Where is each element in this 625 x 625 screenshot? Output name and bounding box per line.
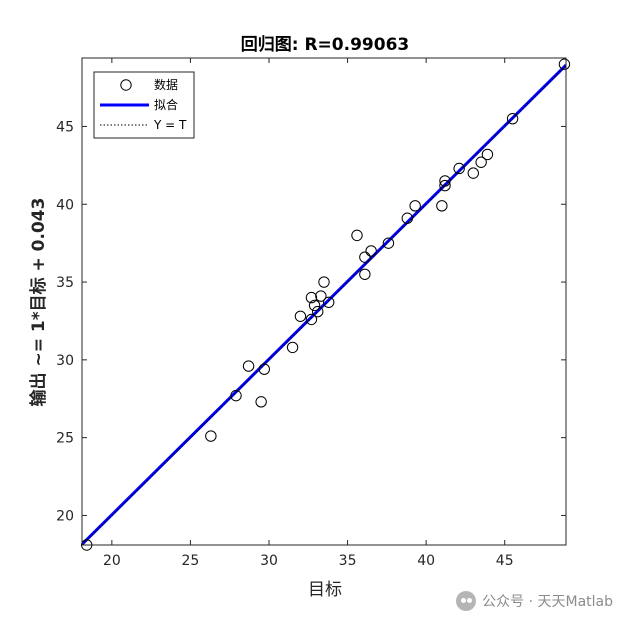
axes-layer: 20 25 30 35 40 45 20 25 30 35 40 45 bbox=[56, 57, 567, 569]
data-point-8 bbox=[305, 313, 318, 326]
data-point-9 bbox=[305, 291, 318, 304]
wechat-icon bbox=[456, 591, 477, 611]
y-tick-label: 25 bbox=[56, 431, 74, 447]
x-tick-label: 25 bbox=[182, 553, 200, 569]
legend-entry-fit: 拟合 bbox=[100, 97, 178, 112]
y-tick-label: 20 bbox=[56, 508, 74, 524]
data-point-20 bbox=[401, 212, 413, 224]
x-tick-label: 40 bbox=[417, 553, 435, 569]
y-tick-label: 45 bbox=[56, 119, 74, 135]
data-point-10 bbox=[308, 299, 321, 312]
data-point-1 bbox=[205, 430, 217, 442]
x-tick-label: 35 bbox=[339, 553, 357, 569]
data-point-12 bbox=[315, 290, 327, 302]
y-tick-label: 30 bbox=[56, 353, 74, 369]
legend-marker-circle bbox=[120, 79, 132, 91]
legend-label-data: 数据 bbox=[154, 77, 178, 92]
y-tick-label: 35 bbox=[56, 275, 74, 291]
data-point-15 bbox=[351, 229, 363, 242]
chart-title: 回归图: R=0.99063 bbox=[241, 34, 409, 55]
data-point-11 bbox=[312, 305, 324, 318]
data-point-3 bbox=[242, 360, 255, 372]
watermark: 公众号 · 天天Matlab bbox=[456, 591, 613, 611]
data-point-26 bbox=[467, 167, 479, 179]
data-point-7 bbox=[294, 310, 307, 322]
y-tick-label: 40 bbox=[56, 197, 74, 213]
data-point-22 bbox=[436, 200, 448, 212]
y-axis-label: 输出 ~= 1*目标 + 0.043 bbox=[28, 198, 49, 407]
data-point-24 bbox=[439, 175, 451, 187]
data-point-5 bbox=[258, 363, 270, 375]
legend-entry-data: 数据 bbox=[120, 77, 178, 92]
data-point-29 bbox=[506, 112, 519, 125]
data-point-2 bbox=[230, 389, 242, 402]
data-point-17 bbox=[359, 268, 371, 280]
x-tick-label: 20 bbox=[103, 553, 121, 569]
series-layer bbox=[81, 58, 571, 551]
data-point-18 bbox=[365, 245, 377, 257]
data-point-30 bbox=[558, 58, 571, 70]
data-point-27 bbox=[475, 156, 487, 168]
x-axis-label: 目标 bbox=[308, 580, 342, 600]
x-tick-label: 45 bbox=[496, 553, 514, 569]
data-point-16 bbox=[359, 251, 371, 263]
data-point-23 bbox=[439, 179, 451, 192]
data-point-6 bbox=[286, 341, 299, 354]
data-point-28 bbox=[481, 148, 494, 161]
data-point-14 bbox=[323, 296, 335, 308]
axes-box bbox=[81, 57, 567, 546]
legend-label-fit: 拟合 bbox=[154, 97, 178, 112]
data-point-25 bbox=[453, 162, 465, 175]
data-point-19 bbox=[382, 237, 395, 249]
data-point-13 bbox=[318, 276, 330, 288]
data-point-21 bbox=[409, 200, 421, 212]
watermark-text: 公众号 · 天天Matlab bbox=[482, 594, 613, 610]
data-point-4 bbox=[255, 396, 267, 408]
legend-label-identity: Y = T bbox=[153, 118, 187, 132]
legend: 数据 拟合 Y = T bbox=[93, 71, 195, 139]
legend-entry-identity: Y = T bbox=[100, 118, 187, 132]
x-tick-label: 30 bbox=[260, 553, 278, 569]
